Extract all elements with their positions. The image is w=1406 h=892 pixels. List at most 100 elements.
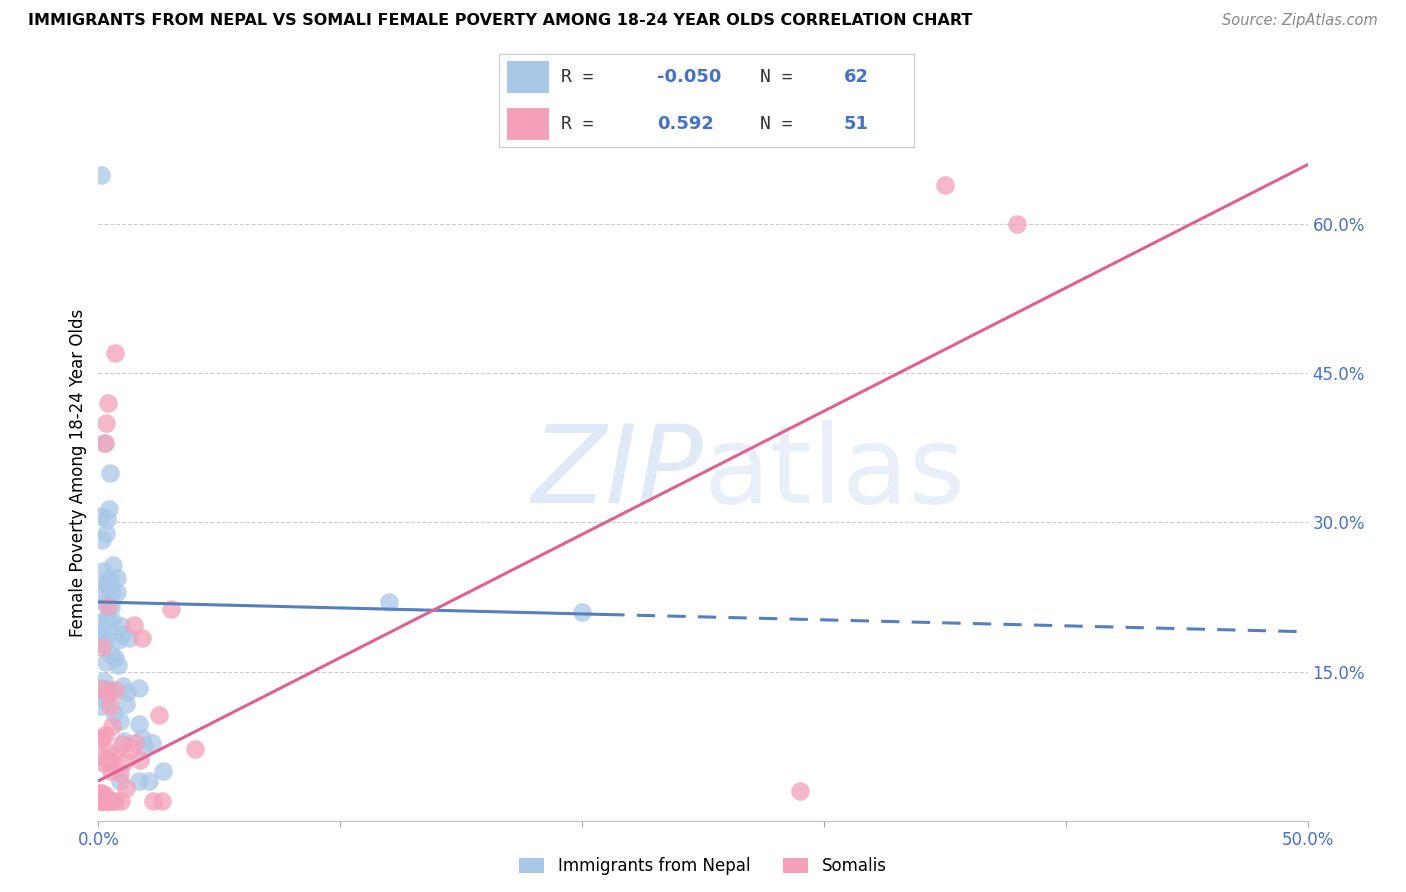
Point (105, 571, 128, 585)
Point (90, 533, 112, 547)
Point (97, 682, 120, 697)
Point (104, 794, 127, 808)
Text: -0.050: -0.050 (657, 68, 721, 86)
Point (118, 631, 141, 645)
Point (90, 794, 112, 808)
Text: R =: R = (561, 68, 605, 86)
Text: N =: N = (761, 115, 804, 133)
Point (110, 794, 132, 808)
Point (152, 764, 174, 778)
Point (122, 618, 145, 632)
Text: R =: R = (561, 115, 605, 133)
Point (90, 786, 112, 800)
Point (150, 794, 173, 808)
Point (96, 525, 118, 540)
Point (90, 615, 112, 630)
Point (93, 436, 115, 450)
Point (93, 756, 115, 770)
Point (91, 625, 114, 640)
Point (118, 742, 141, 756)
Point (107, 658, 129, 673)
Point (115, 697, 138, 711)
Point (94, 596, 117, 610)
Point (90, 508, 112, 523)
Point (98, 581, 121, 595)
FancyBboxPatch shape (508, 108, 548, 140)
Point (104, 682, 127, 697)
Y-axis label: Female Poverty Among 18-24 Year Olds: Female Poverty Among 18-24 Year Olds (69, 309, 87, 637)
Point (1007, 217, 1029, 231)
Point (98, 624, 121, 639)
Point (100, 648, 122, 663)
Point (97, 684, 120, 698)
Point (90, 748, 112, 763)
Point (101, 558, 124, 573)
Text: 62: 62 (844, 68, 869, 86)
Point (96, 512, 118, 526)
Point (142, 794, 165, 808)
Point (112, 734, 135, 748)
Point (148, 708, 170, 723)
Point (789, 784, 811, 798)
Point (117, 685, 139, 699)
Point (128, 773, 150, 788)
Point (98, 793, 121, 807)
Point (96, 686, 118, 700)
Point (96, 416, 118, 430)
Point (571, 605, 593, 619)
Point (141, 736, 163, 750)
Point (124, 735, 146, 749)
Point (90, 731, 112, 746)
Point (112, 679, 135, 693)
Point (91, 640, 114, 654)
Point (97, 501, 120, 516)
Point (101, 794, 124, 808)
Point (184, 741, 207, 756)
Point (97, 599, 120, 613)
Point (138, 773, 160, 788)
Point (103, 748, 125, 763)
Point (107, 632, 129, 647)
Point (108, 714, 131, 729)
Point (105, 584, 128, 599)
Point (97, 396, 120, 410)
Point (90, 168, 112, 182)
Point (131, 632, 153, 646)
Point (93, 674, 115, 689)
Point (132, 739, 155, 754)
Point (96, 577, 118, 591)
Point (101, 719, 124, 733)
Point (104, 346, 127, 360)
Point (94, 728, 117, 742)
Point (160, 602, 183, 616)
Point (90, 786, 112, 800)
Point (128, 717, 150, 731)
Point (90, 699, 112, 714)
Point (91, 681, 114, 695)
Point (97, 754, 120, 768)
Point (98, 794, 121, 808)
Point (90, 731, 112, 746)
Point (98, 581, 121, 595)
Point (90, 583, 112, 598)
Point (94, 794, 117, 808)
FancyBboxPatch shape (508, 61, 548, 93)
Text: IMMIGRANTS FROM NEPAL VS SOMALI FEMALE POVERTY AMONG 18-24 YEAR OLDS CORRELATION: IMMIGRANTS FROM NEPAL VS SOMALI FEMALE P… (28, 13, 973, 29)
Point (111, 737, 134, 751)
Point (91, 794, 114, 808)
Text: atlas: atlas (703, 420, 965, 525)
Point (108, 773, 131, 788)
Point (94, 788, 117, 802)
Point (93, 436, 115, 450)
Point (100, 614, 122, 628)
Point (128, 681, 150, 696)
Point (98, 755, 121, 769)
Point (98, 698, 121, 713)
Point (90, 794, 112, 808)
Point (110, 619, 132, 633)
Point (91, 681, 114, 696)
Legend: Immigrants from Nepal, Somalis: Immigrants from Nepal, Somalis (513, 851, 893, 882)
Point (94, 655, 117, 669)
Text: 51: 51 (844, 115, 869, 133)
Point (131, 731, 153, 745)
